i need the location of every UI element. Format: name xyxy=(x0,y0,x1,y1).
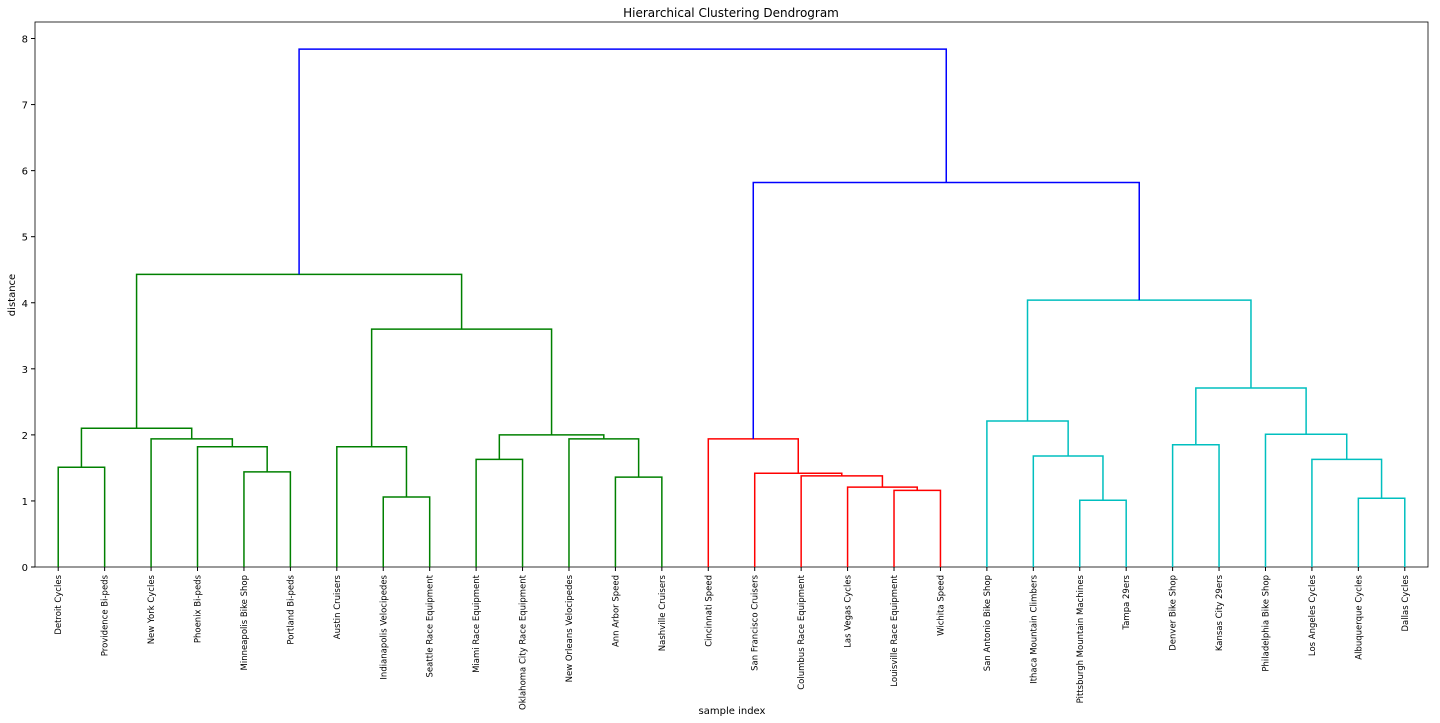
y-tick-label: 3 xyxy=(22,365,28,376)
leaf-label: San Francisco Cruisers xyxy=(751,574,761,670)
dendrogram-link xyxy=(498,434,605,460)
leaf-label: Austin Cruisers xyxy=(333,574,343,639)
leaf-label: Pittsburgh Mountain Machines xyxy=(1076,574,1086,703)
y-tick-label: 5 xyxy=(22,233,28,244)
dendrogram-link xyxy=(382,496,431,567)
dendrogram-link xyxy=(135,273,463,429)
dendrogram-link xyxy=(1026,299,1252,422)
dendrogram-link xyxy=(57,466,106,567)
leaf-label: Oklahoma City Race Equipment xyxy=(519,574,529,710)
dendrogram-link xyxy=(753,472,843,567)
leaf-label: Ann Arbor Speed xyxy=(611,575,621,647)
dendrogram-link xyxy=(1195,387,1307,445)
dendrogram-link xyxy=(243,471,292,567)
dendrogram-link xyxy=(298,48,948,275)
dendrogram-link xyxy=(1032,455,1104,567)
y-tick-label: 0 xyxy=(22,563,28,574)
dendrogram-link xyxy=(986,420,1069,567)
y-tick-label: 8 xyxy=(22,35,28,46)
dendrogram-link xyxy=(752,181,1140,439)
dendrogram-link xyxy=(80,427,193,468)
leaf-label: Phoenix Bi-peds xyxy=(194,574,204,643)
y-tick-label: 1 xyxy=(22,497,28,508)
dendrogram-link xyxy=(800,475,884,567)
leaf-label: Minneapolis Bike Shop xyxy=(240,575,250,670)
leaf-label: Nashville Cruisers xyxy=(658,574,668,651)
leaf-label: Portland Bi-peds xyxy=(286,574,296,644)
y-tick-label: 7 xyxy=(22,101,28,112)
dendrogram-link xyxy=(1311,458,1383,567)
leaf-label: Denver Bike Shop xyxy=(1169,575,1179,651)
y-tick-label: 4 xyxy=(22,299,28,310)
dendrogram-link xyxy=(336,446,408,567)
leaf-label: Providence Bi-peds xyxy=(101,574,111,656)
leaf-label: Dallas Cycles xyxy=(1401,574,1411,631)
leaf-label: Indianapolis Velocipedes xyxy=(379,574,389,679)
leaf-label: Ithaca Mountain Climbers xyxy=(1029,574,1039,683)
x-axis-label: sample index xyxy=(699,706,766,717)
leaf-label: Louisville Race Equipment xyxy=(890,574,900,686)
dendrogram-link xyxy=(568,438,640,567)
leaf-label: Miami Race Equipment xyxy=(472,574,482,673)
leaf-label: Wichita Speed xyxy=(936,575,946,636)
dendrogram-link xyxy=(1264,433,1348,567)
dendrogram-link xyxy=(150,438,234,567)
leaf-label: Albuquerque Cycles xyxy=(1354,574,1364,659)
dendrogram-link xyxy=(893,489,942,567)
leaf-label: New Orleans Velocipedes xyxy=(565,574,575,682)
dendrogram-link xyxy=(475,458,524,567)
chart-title: Hierarchical Clustering Dendrogram xyxy=(623,6,839,20)
dendrogram-link xyxy=(846,486,918,567)
leaf-label: Cincinnati Speed xyxy=(704,575,714,647)
dendrogram-link xyxy=(370,328,553,447)
dendrogram-link xyxy=(1171,444,1220,567)
leaf-label: Detroit Cycles xyxy=(54,574,64,634)
y-axis-label: distance xyxy=(7,274,18,316)
leaf-label: San Antonio Bike Shop xyxy=(983,575,993,671)
dendrogram-link xyxy=(707,438,799,567)
plot-frame xyxy=(34,21,1429,568)
dendrogram-link xyxy=(196,446,268,567)
leaf-label: Kansas City 29ers xyxy=(1215,574,1225,651)
leaf-label: Seattle Race Equipment xyxy=(426,574,436,677)
leaf-label: Philadelphia Bike Shop xyxy=(1261,575,1271,672)
leaf-label: Tampa 29ers xyxy=(1122,574,1132,630)
dendrogram-link xyxy=(1357,497,1406,567)
dendrogram-link xyxy=(1079,499,1127,567)
y-tick-label: 6 xyxy=(22,167,28,178)
leaf-label: Columbus Race Equipment xyxy=(797,574,807,689)
leaf-label: Los Angeles Cycles xyxy=(1308,574,1318,656)
leaf-label: Las Vegas Cycles xyxy=(844,574,854,647)
dendrogram-link xyxy=(614,476,663,567)
leaf-label: New York Cycles xyxy=(147,574,157,644)
y-tick-label: 2 xyxy=(22,431,28,442)
